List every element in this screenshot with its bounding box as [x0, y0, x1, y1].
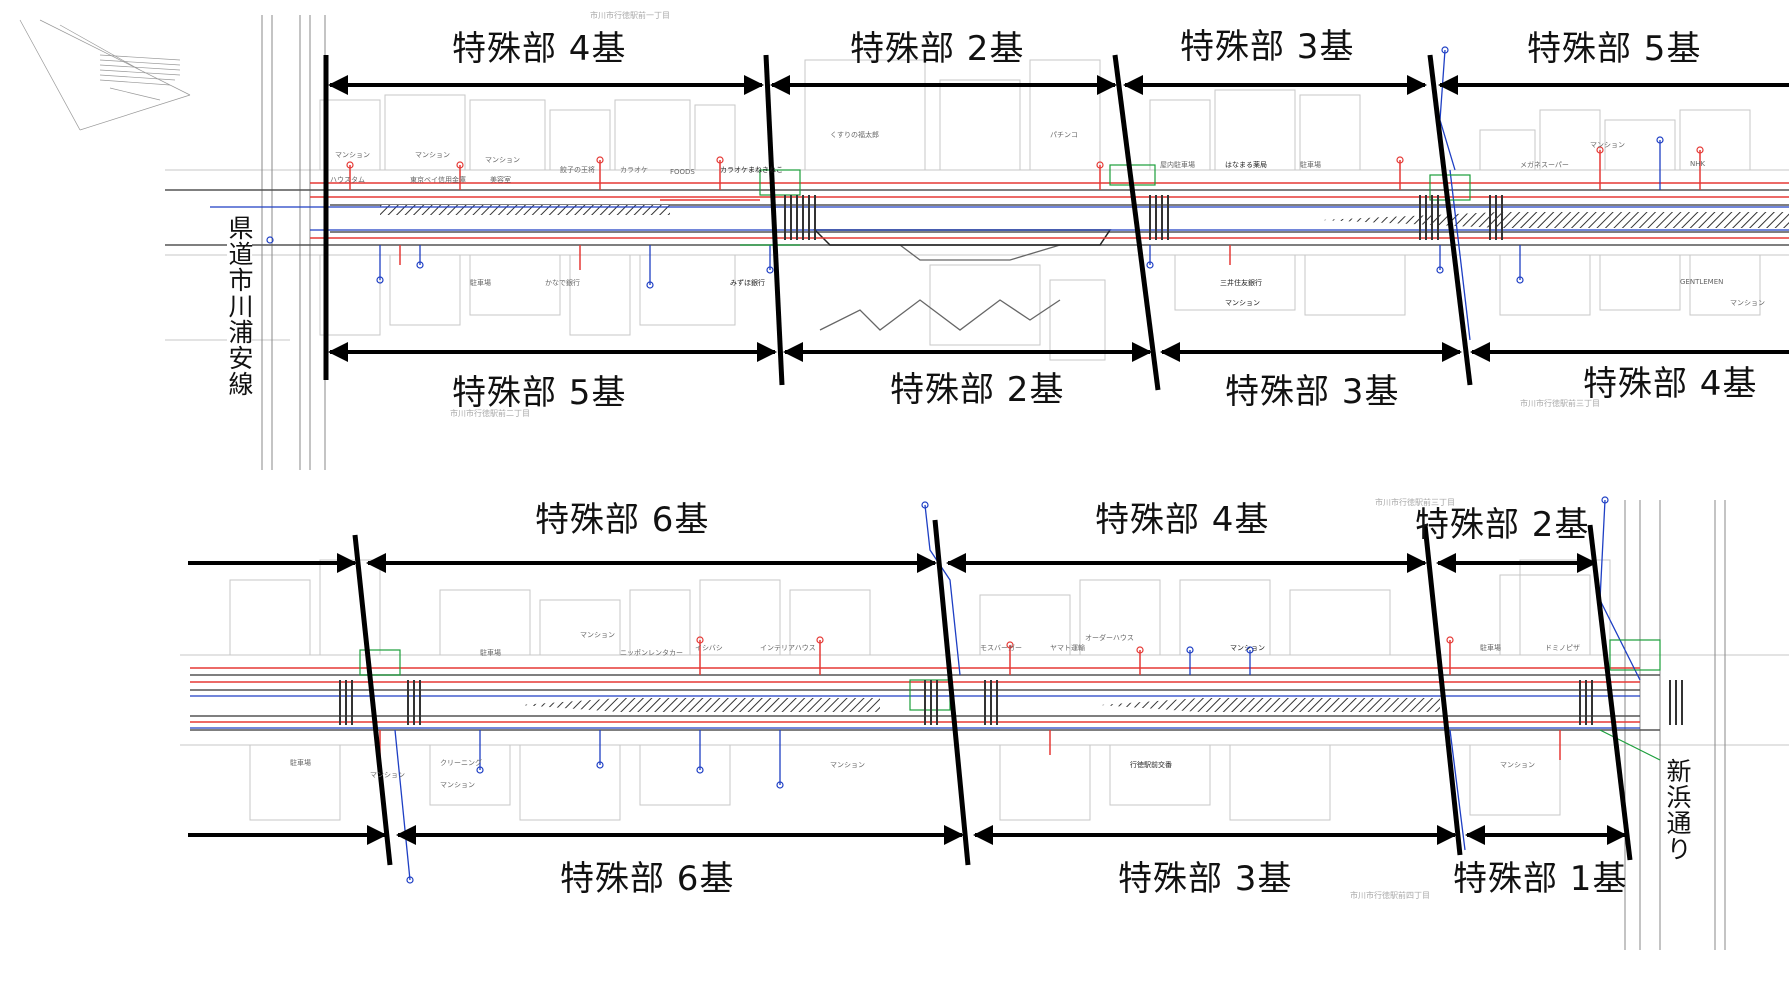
building-label: 駐車場	[1300, 160, 1321, 170]
section-count-label: 特殊部 4基	[452, 32, 626, 66]
address-label: 市川市行徳駅前一丁目	[590, 10, 670, 21]
building-label: マンション	[1500, 760, 1535, 770]
building-label: イシバシ	[695, 643, 723, 653]
building-label: オーダーハウス	[1085, 633, 1134, 643]
north-arrow-icon	[20, 20, 190, 130]
building-label: マンション	[1230, 643, 1265, 653]
building-label: マンション	[335, 150, 370, 160]
building-label: はなまる薬局	[1225, 160, 1267, 170]
building-label: マンション	[485, 155, 520, 165]
building-label: 駐車場	[470, 278, 491, 288]
section-count-label: 特殊部 6基	[535, 503, 709, 537]
building-label: マンション	[370, 770, 405, 780]
building-label: カラオケまねきねこ	[720, 165, 783, 175]
building-label: みずほ銀行	[730, 278, 765, 288]
section-count-label: 特殊部 2基	[1415, 508, 1589, 542]
section-count-label: 特殊部 2基	[890, 373, 1064, 407]
building-label: カラオケ	[620, 165, 648, 175]
building-label: 行徳駅前交番	[1130, 760, 1172, 770]
building-label: 駐車場	[480, 648, 501, 658]
building-label: マンション	[1590, 140, 1625, 150]
building-label: 三井住友銀行	[1220, 278, 1262, 288]
building-label: NHK	[1690, 160, 1705, 168]
building-label: 屋内駐車場	[1160, 160, 1195, 170]
building-label: 東京ベイ信用金庫	[410, 175, 466, 185]
section-count-label: 特殊部 1基	[1453, 862, 1627, 896]
building-label: マンション	[415, 150, 450, 160]
building-label: 駐車場	[290, 758, 311, 768]
building-label: マンション	[1225, 298, 1260, 308]
road-label-east: 新浜通り	[1665, 758, 1690, 862]
building-label: ニッポンレンタカー	[620, 648, 683, 658]
building-label: かなで銀行	[545, 278, 580, 288]
building-label: くすりの福太郎	[830, 130, 879, 140]
building-label: 餃子の王将	[560, 165, 595, 175]
building-label: マンション	[440, 780, 475, 790]
building-label: メガネスーパー	[1520, 160, 1569, 170]
building-label: インテリアハウス	[760, 643, 816, 653]
building-label: ハウスタム	[330, 175, 365, 185]
section-count-label: 特殊部 3基	[1180, 30, 1354, 64]
building-label: モスバーガー	[980, 643, 1022, 653]
address-label: 市川市行徳駅前四丁目	[1350, 890, 1430, 901]
building-label: 駐車場	[1480, 643, 1501, 653]
building-label: マンション	[830, 760, 865, 770]
building-label: パチンコ	[1050, 130, 1078, 140]
building-label: クリーニング	[440, 758, 482, 768]
section-count-label: 特殊部 6基	[560, 862, 734, 896]
building-label: 美容室	[490, 175, 511, 185]
section-count-label: 特殊部 4基	[1583, 367, 1757, 401]
section-count-label: 特殊部 3基	[1225, 375, 1399, 409]
building-label: FOODS	[670, 168, 695, 176]
building-label: ドミノピザ	[1545, 643, 1580, 653]
section-count-label: 特殊部 5基	[452, 376, 626, 410]
section-count-label: 特殊部 5基	[1527, 32, 1701, 66]
section-count-label: 特殊部 3基	[1118, 862, 1292, 896]
section-count-label: 特殊部 2基	[850, 32, 1024, 66]
section-count-label: 特殊部 4基	[1095, 503, 1269, 537]
building-label: マンション	[580, 630, 615, 640]
building-label: マンション	[1730, 298, 1765, 308]
building-label: GENTLEMEN	[1680, 278, 1723, 286]
road-label-west: 県道市川浦安線	[227, 215, 252, 397]
building-label: ヤマト運輸	[1050, 643, 1085, 653]
